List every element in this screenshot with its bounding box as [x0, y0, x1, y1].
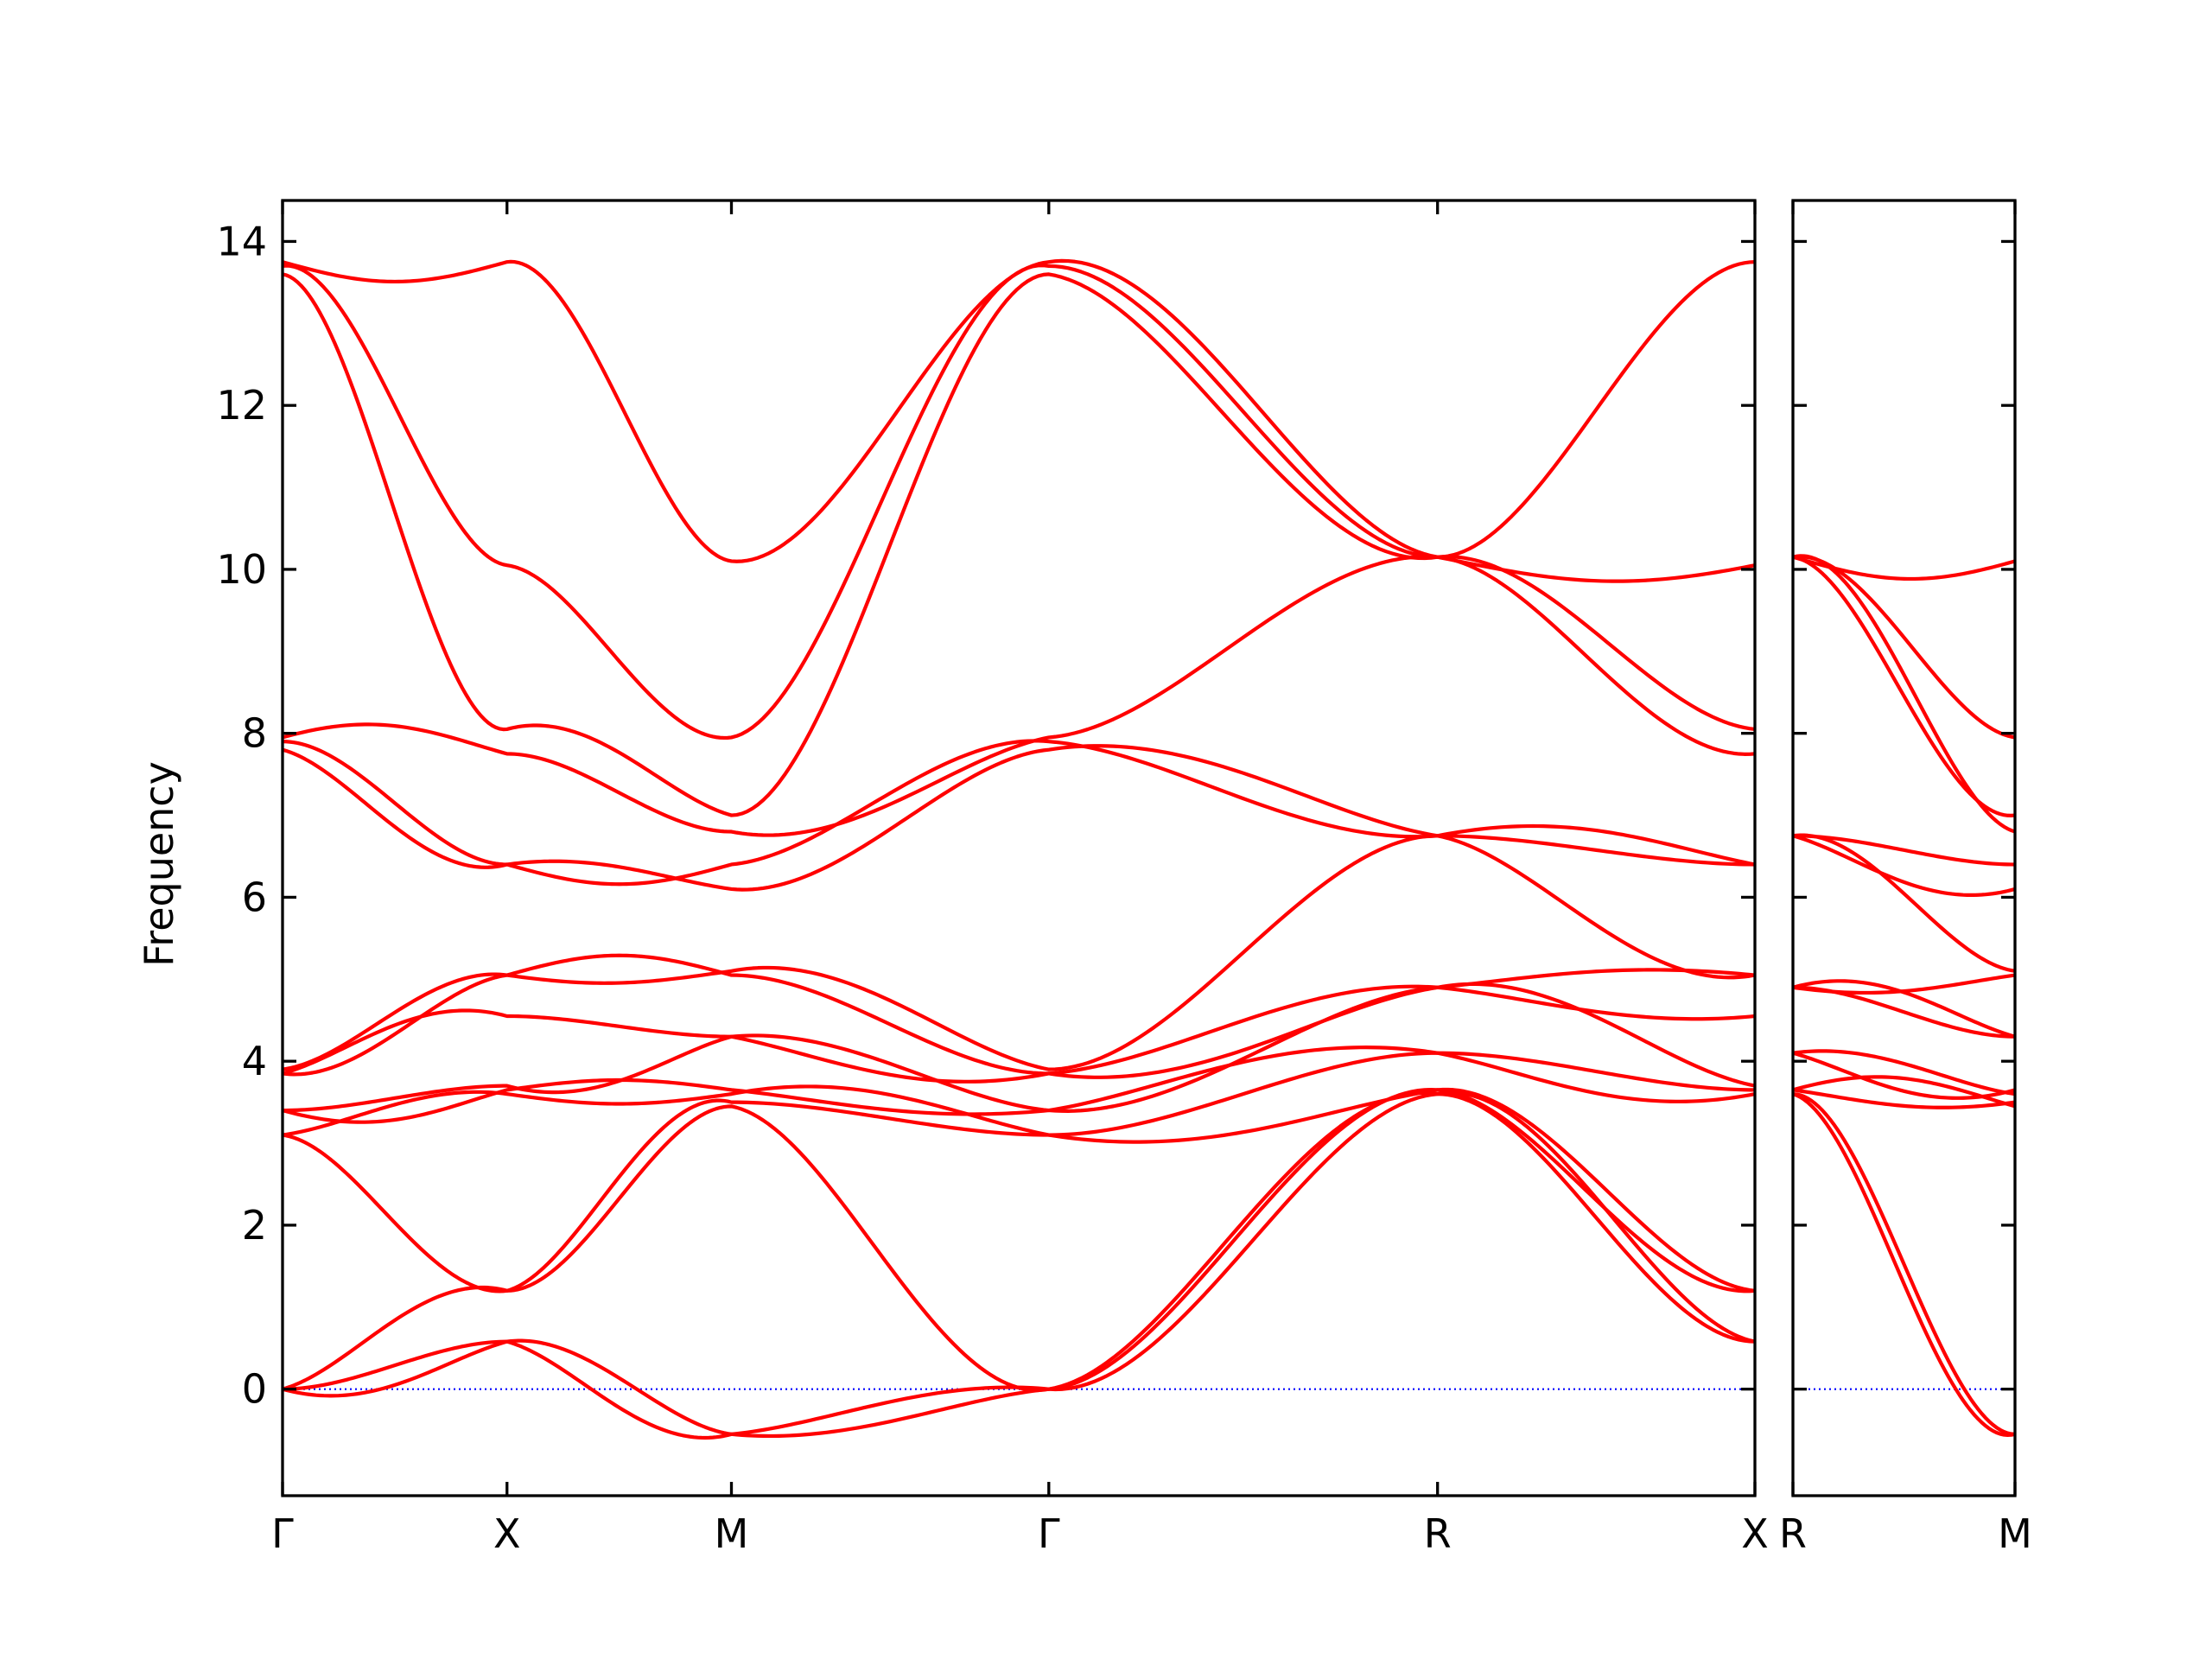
y-tick-label: 0	[242, 1366, 267, 1413]
band-5	[1793, 1049, 2015, 1096]
y-tick-label: 8	[242, 710, 267, 757]
x-tick-label: X	[493, 1510, 521, 1557]
band-9	[283, 953, 1755, 1079]
band-6	[1793, 1051, 2015, 1100]
x-tick-label: R	[1779, 1510, 1807, 1557]
x-tick-label: R	[1424, 1510, 1452, 1557]
band-15	[1793, 555, 2015, 740]
band-2	[1793, 1092, 2015, 1436]
y-tick-label: 14	[216, 218, 267, 264]
x-tick-label: Γ	[1038, 1510, 1060, 1557]
band-16	[1793, 555, 2015, 582]
y-tick-label: 2	[242, 1202, 267, 1249]
band-13	[283, 555, 1755, 837]
band-12	[1793, 834, 2015, 867]
x-tick-label: Γ	[271, 1510, 294, 1557]
band-4	[283, 1087, 1755, 1294]
band-11	[283, 744, 1755, 892]
y-axis-label: Frequency	[136, 761, 182, 967]
band-14	[283, 272, 1755, 817]
y-tick-label: 6	[242, 874, 267, 920]
band-11	[1793, 834, 2015, 898]
band-4	[1793, 1088, 2015, 1109]
y-tick-label: 10	[216, 546, 267, 593]
x-tick-label: M	[715, 1510, 749, 1557]
band-2	[283, 1090, 1755, 1440]
band-1	[1793, 1092, 2015, 1438]
x-tick-label: X	[1741, 1510, 1769, 1557]
x-tick-label: M	[1998, 1510, 2032, 1557]
band-14	[1793, 555, 2015, 817]
panel-main: 0 2 4 6 8 10 12 14 Γ X M Γ R X	[216, 199, 1769, 1557]
band-8	[283, 984, 1755, 1084]
y-tick-label: 12	[216, 382, 267, 429]
bands-group	[1793, 554, 2015, 1438]
band-9	[1793, 973, 2015, 995]
band-3	[283, 1087, 1755, 1393]
bands-group	[283, 258, 1755, 1440]
band-7	[1793, 985, 2015, 1039]
band-5	[283, 1051, 1755, 1137]
band-12	[283, 739, 1755, 887]
band-7	[283, 982, 1755, 1113]
plot-frame	[281, 199, 1757, 1497]
band-10	[1793, 833, 2015, 973]
band-10	[283, 834, 1755, 1071]
band-15	[283, 264, 1755, 741]
band-16	[283, 258, 1755, 563]
plot-frame	[1791, 199, 2017, 1497]
y-tick-label: 4	[242, 1038, 267, 1084]
band-6	[283, 1046, 1755, 1124]
band-1	[283, 1090, 1755, 1439]
